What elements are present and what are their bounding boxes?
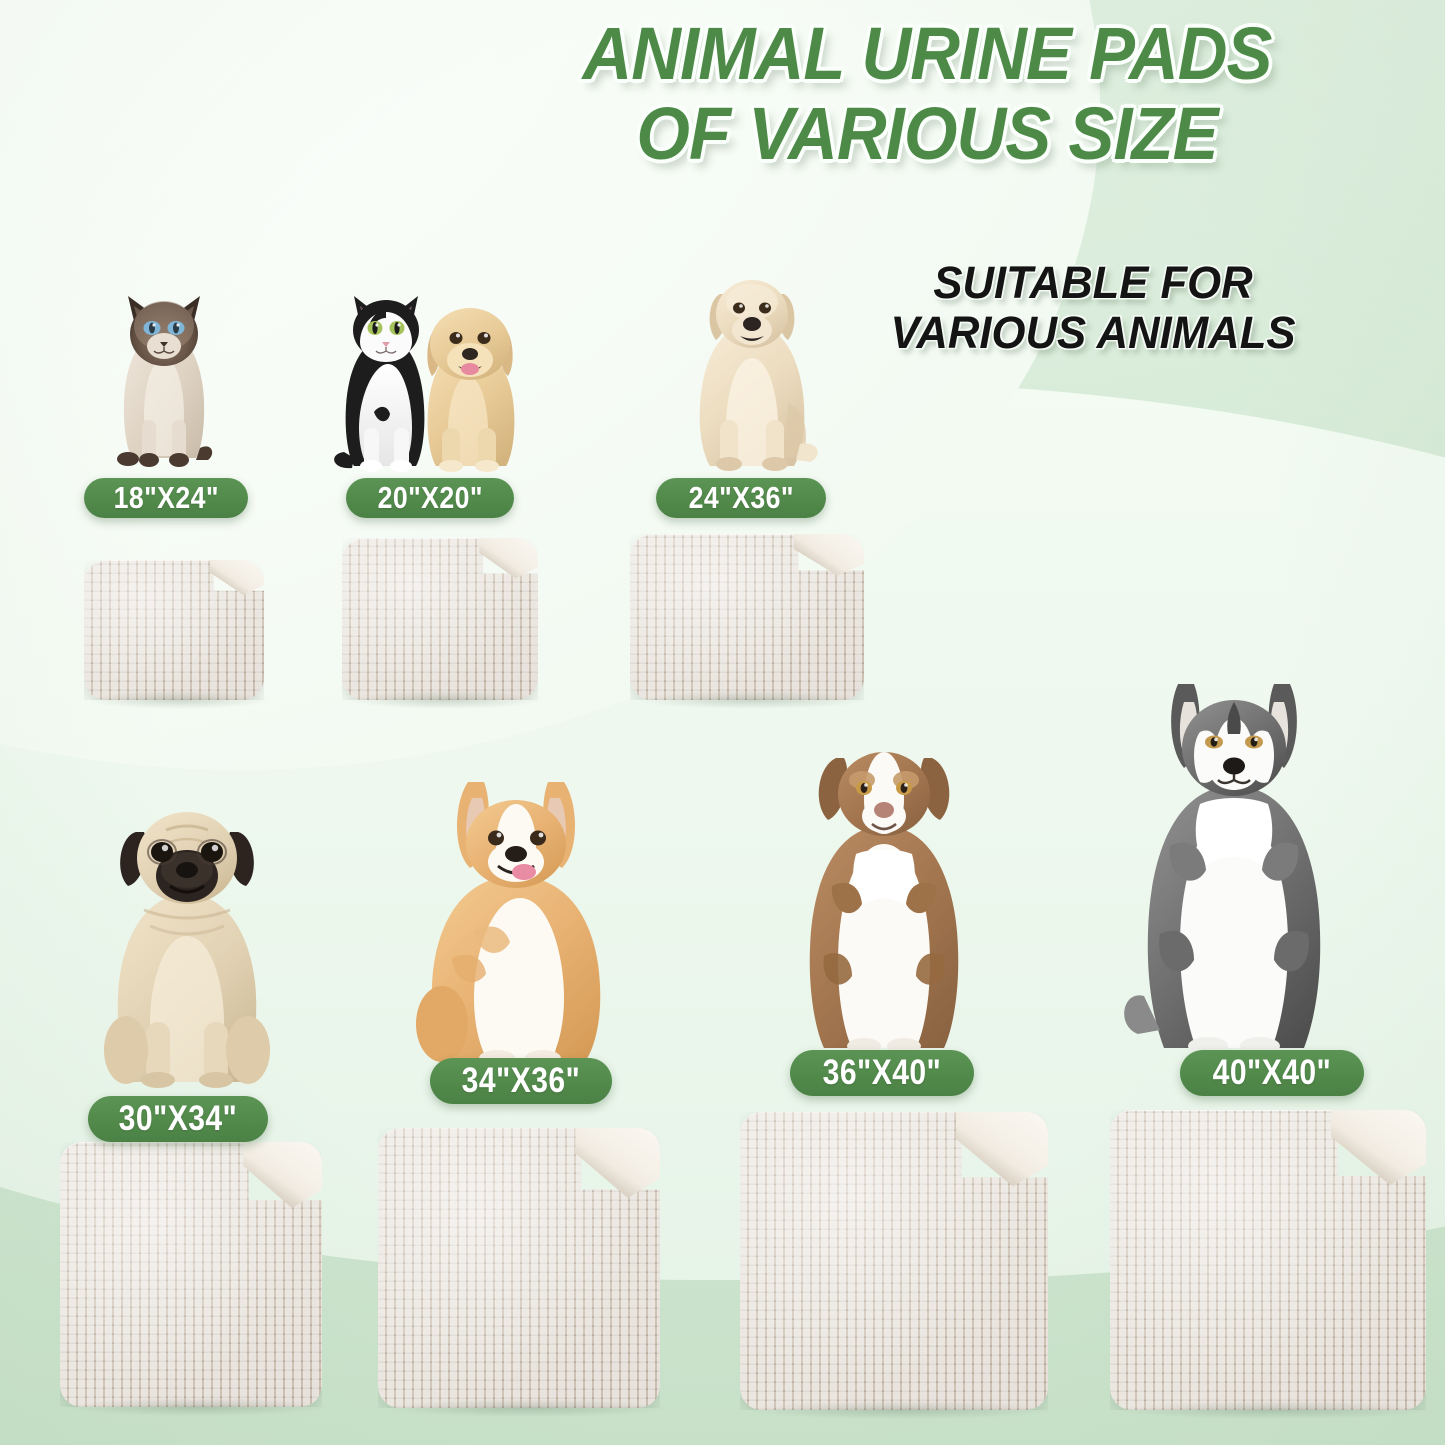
urine-pad-34x36: [378, 1128, 666, 1417]
urine-pad-24x36: [630, 534, 869, 709]
size-badge-36x40[interactable]: 36"X40": [790, 1050, 974, 1096]
size-badge-20x20[interactable]: 20"X20": [346, 478, 514, 518]
subtitle-line-2: VARIOUS ANIMALS: [890, 307, 1296, 359]
pad-folded-corner: [210, 560, 264, 595]
size-badge-34x36-label: 34"X36": [461, 1061, 581, 1100]
pad-drop-shadow: [1119, 1401, 1433, 1419]
pad-drop-shadow: [386, 1399, 666, 1417]
pad-drop-shadow: [749, 1401, 1055, 1419]
pad-folded-corner: [479, 538, 538, 579]
size-badge-24x36-label: 24"X36": [688, 480, 794, 515]
size-badge-30x34-label: 30"X34": [118, 1099, 238, 1138]
siamese-cat: [104, 262, 224, 470]
urine-pad-20x20: [342, 538, 542, 709]
page-title: ANIMAL URINE PADS OF VARIOUS SIZE: [447, 12, 1407, 175]
pad-folded-corner: [575, 1128, 660, 1198]
pad-drop-shadow: [67, 1398, 328, 1416]
pad-drop-shadow: [89, 691, 268, 709]
pad-folded-corner: [955, 1112, 1048, 1187]
size-badge-18x24[interactable]: 18"X24": [84, 478, 248, 518]
size-badge-20x20-label: 20"X20": [377, 480, 483, 515]
urine-pad-18x24: [84, 560, 268, 709]
australian-shepherd-dog: [786, 736, 982, 1054]
pad-drop-shadow: [347, 691, 542, 709]
tan-mixed-breed-dog: [678, 258, 826, 471]
size-badge-40x40-label: 40"X40": [1212, 1053, 1332, 1092]
pad-folded-corner: [1331, 1110, 1426, 1185]
urine-pad-36x40: [740, 1112, 1055, 1419]
siberian-husky-dog: [1120, 676, 1348, 1055]
pad-drop-shadow: [637, 691, 869, 709]
title-line-2: OF VARIOUS SIZE: [636, 91, 1218, 175]
size-badge-34x36[interactable]: 34"X36": [430, 1058, 612, 1104]
size-badge-30x34[interactable]: 30"X34": [88, 1096, 268, 1142]
pad-folded-corner: [243, 1142, 322, 1209]
title-line-1: ANIMAL URINE PADS: [582, 12, 1272, 95]
corgi-dog: [412, 772, 626, 1066]
page-subtitle: SUITABLE FOR VARIOUS ANIMALS: [783, 257, 1403, 359]
urine-pad-40x40: [1110, 1110, 1433, 1419]
size-badge-40x40[interactable]: 40"X40": [1180, 1050, 1364, 1096]
pug-dog: [92, 800, 282, 1088]
size-badge-24x36[interactable]: 24"X36": [656, 478, 826, 518]
subtitle-line-1: SUITABLE FOR: [933, 257, 1253, 308]
pad-folded-corner: [793, 534, 864, 576]
size-badge-18x24-label: 18"X24": [113, 480, 219, 515]
tuxedo-cat-and-labrador-puppy: [328, 272, 538, 472]
urine-pad-30x34: [60, 1142, 328, 1416]
size-badge-36x40-label: 36"X40": [822, 1053, 942, 1092]
